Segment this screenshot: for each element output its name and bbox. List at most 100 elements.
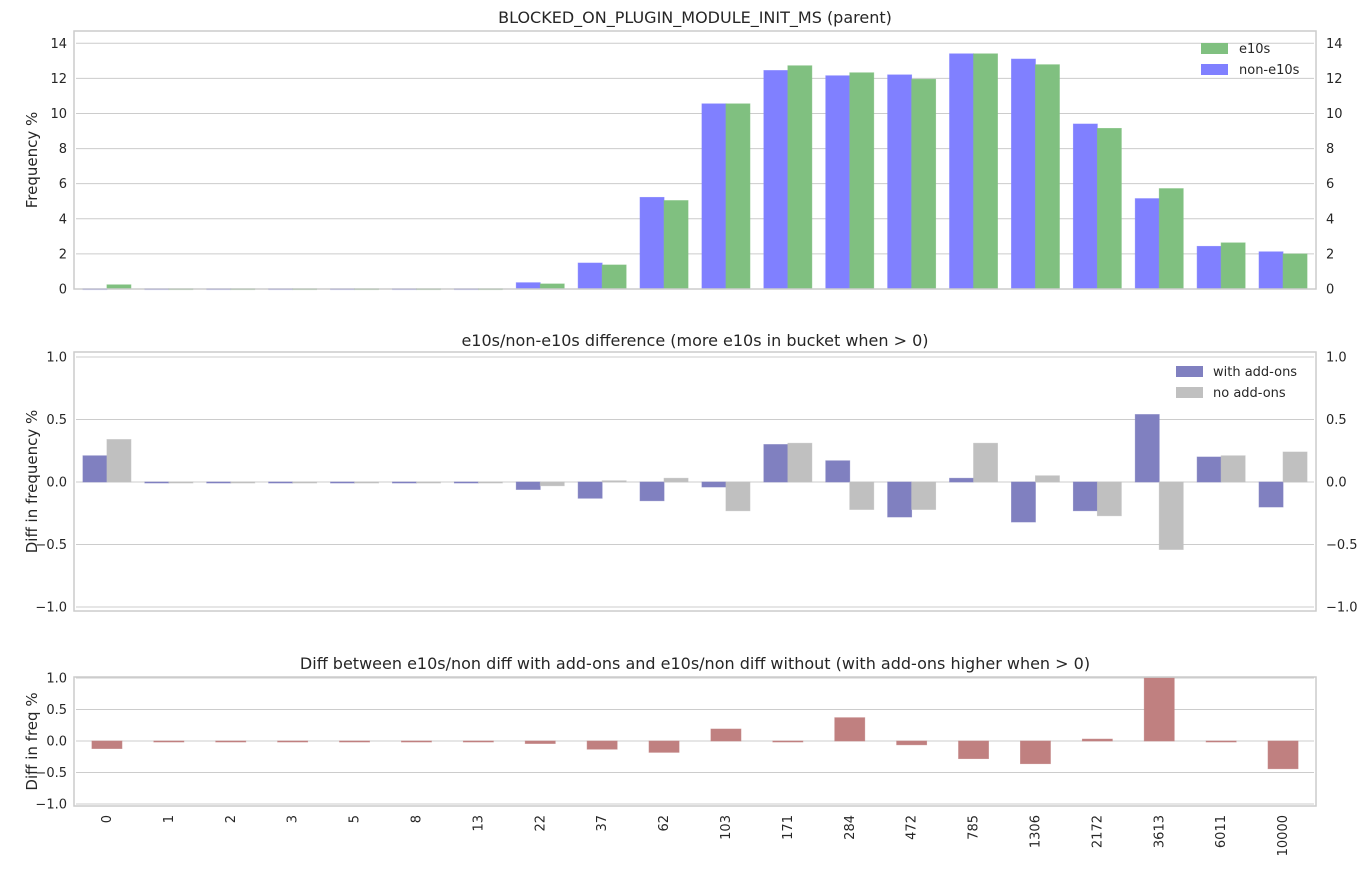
plot-frame <box>73 676 1317 807</box>
bar <box>701 103 727 290</box>
bar <box>887 74 913 290</box>
frequency-chart-panel: BLOCKED_ON_PLUGIN_MODULE_INIT_MS (parent… <box>23 8 1343 298</box>
bar <box>206 481 232 484</box>
x-tick-label: 171 <box>781 815 796 840</box>
y-tick-label: 0 <box>59 283 67 298</box>
x-tick-label: 2 <box>224 815 239 823</box>
y-tick-label-right: 2 <box>1326 247 1334 262</box>
bar <box>230 481 256 484</box>
bar <box>577 262 603 290</box>
bar <box>153 740 185 743</box>
x-tick-label: 62 <box>657 815 672 832</box>
frequency-chart-title: BLOCKED_ON_PLUGIN_MODULE_INIT_MS (parent… <box>498 8 892 28</box>
y-tick-label: −1.0 <box>35 601 67 616</box>
bar <box>1220 242 1246 290</box>
y-tick-label: 14 <box>50 37 67 52</box>
y-tick-label: −1.0 <box>35 798 67 813</box>
plot-frame <box>73 30 1317 290</box>
x-tick-label: 3613 <box>1152 815 1167 848</box>
bar <box>663 200 689 290</box>
legend: e10s non-e10s <box>1201 42 1300 78</box>
y-tick-label-right: 10 <box>1326 107 1343 122</box>
bar <box>949 477 974 483</box>
bar <box>1196 456 1222 483</box>
y-tick-label: 0.5 <box>46 703 67 718</box>
x-tick-label: 785 <box>967 815 982 840</box>
bar <box>911 78 937 290</box>
y-tick-label: 1.0 <box>46 351 67 366</box>
y-tick-label-right: 0.0 <box>1326 476 1347 491</box>
bar <box>1134 414 1160 483</box>
y-tick-label: 12 <box>50 72 67 87</box>
legend-swatch <box>1176 387 1203 398</box>
y-tick-label-right: 6 <box>1326 177 1334 192</box>
bar <box>1020 740 1051 765</box>
y-tick-label: 0.0 <box>46 476 67 491</box>
bar <box>215 740 247 743</box>
bar <box>354 481 379 484</box>
bar <box>1011 58 1036 290</box>
x-axis-tick-labels: 0 1 2 3 5 8 13 22 37 62 103 171 284 472 785 1306 2172 361… <box>100 815 1291 856</box>
legend-swatch <box>1201 43 1228 54</box>
bar <box>601 264 627 290</box>
legend-label: with add-ons <box>1213 365 1297 380</box>
y-tick-label-right: −0.5 <box>1326 538 1358 553</box>
bar <box>787 442 813 483</box>
y-tick-label-right: 1.0 <box>1326 351 1347 366</box>
bar <box>1035 64 1060 290</box>
series-e10s-bars <box>106 53 1308 291</box>
bar <box>401 740 432 743</box>
y-axis-label: Diff in freq % <box>23 692 41 790</box>
x-tick-label: 10000 <box>1276 815 1291 856</box>
bar <box>1220 455 1246 483</box>
y-tick-label: 8 <box>59 142 67 157</box>
bar <box>648 740 680 753</box>
bar <box>1282 451 1308 483</box>
x-tick-label: 0 <box>100 815 115 823</box>
y-axis-label: Diff in frequency % <box>23 410 41 554</box>
y-tick-label-right: −1.0 <box>1326 601 1358 616</box>
bar <box>1282 253 1308 290</box>
bar <box>849 72 875 290</box>
y-tick-label: −0.5 <box>35 538 67 553</box>
bar <box>1258 251 1284 290</box>
legend-label: no add-ons <box>1213 386 1286 401</box>
y-tick-label: 4 <box>59 212 67 227</box>
bar <box>1096 481 1122 517</box>
bar <box>339 740 370 743</box>
y-tick-label-right: 4 <box>1326 212 1334 227</box>
bar <box>973 53 998 290</box>
bar <box>515 282 541 290</box>
y-tick-label: −0.5 <box>35 766 67 781</box>
y-tick-label-right: 8 <box>1326 142 1334 157</box>
x-tick-label: 6011 <box>1214 815 1229 848</box>
bar <box>524 740 556 744</box>
bar <box>710 728 742 742</box>
series-diff-bars <box>91 677 1299 770</box>
bar <box>1081 738 1113 742</box>
difference-chart-title: e10s/non-e10s difference (more e10s in b… <box>461 331 928 350</box>
bar <box>1096 127 1122 290</box>
y-tick-label: 2 <box>59 247 67 262</box>
y-tick-label-right: 0 <box>1326 283 1334 298</box>
bar <box>1072 123 1098 290</box>
bar <box>834 717 866 742</box>
bar <box>586 740 618 750</box>
bar <box>1258 481 1284 508</box>
bar <box>106 439 132 483</box>
bar <box>91 740 123 749</box>
bar <box>82 455 108 483</box>
x-tick-label: 3 <box>286 815 301 823</box>
x-tick-label: 5 <box>348 815 363 823</box>
bar <box>539 481 565 487</box>
bar <box>639 481 665 502</box>
bar <box>453 481 479 484</box>
y-tick-label-right: 14 <box>1326 37 1343 52</box>
bar <box>725 103 751 290</box>
y-tick-label: 10 <box>50 107 67 122</box>
x-tick-label: 22 <box>533 815 548 832</box>
bar <box>663 477 689 483</box>
legend-label: e10s <box>1239 42 1271 57</box>
legend: with add-ons no add-ons <box>1176 365 1297 401</box>
